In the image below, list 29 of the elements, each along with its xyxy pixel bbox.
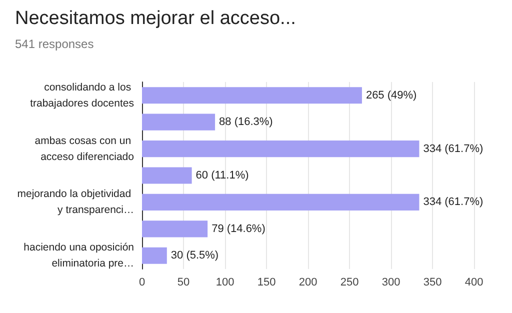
bar <box>142 114 216 130</box>
chart-subtitle: 541 responses <box>15 37 94 51</box>
x-tick-label: 350 <box>423 276 442 288</box>
x-tick-label: 400 <box>464 276 484 288</box>
x-tick-label: 0 <box>138 276 146 288</box>
bar <box>142 87 362 104</box>
x-tick-label: 50 <box>177 276 190 288</box>
x-tick-label: 250 <box>340 276 359 288</box>
x-tick-label: 200 <box>298 276 318 288</box>
chart-title: Necesitamos mejorar el acceso... <box>15 8 296 29</box>
data-label: 79 (14.6%) <box>212 222 266 235</box>
y-tick-label: ambas cosas con un acceso diferenciado <box>34 134 134 163</box>
bar <box>142 220 208 238</box>
x-tick-label: 300 <box>382 276 400 288</box>
bar <box>142 140 420 158</box>
data-label: 334 (61.7%) <box>423 196 484 208</box>
bar <box>142 194 420 210</box>
y-tick-label: consolidando a los trabajadores docentes <box>30 81 134 110</box>
data-label: 265 (49%) <box>366 89 417 102</box>
x-tick-label: 100 <box>216 276 234 288</box>
data-label: 88 (16.3%) <box>219 116 273 128</box>
y-tick-label: mejorando la objetividad y transparenci… <box>17 188 134 216</box>
y-tick-label: haciendo una oposición eliminatoria pre… <box>24 242 134 270</box>
data-label: 334 (61.7%) <box>423 142 484 155</box>
bar <box>142 167 192 184</box>
bar <box>142 247 167 264</box>
x-tick-label: 150 <box>257 276 276 288</box>
data-label: 30 (5.5%) <box>170 250 219 262</box>
data-label: 60 (11.1%) <box>196 170 249 182</box>
